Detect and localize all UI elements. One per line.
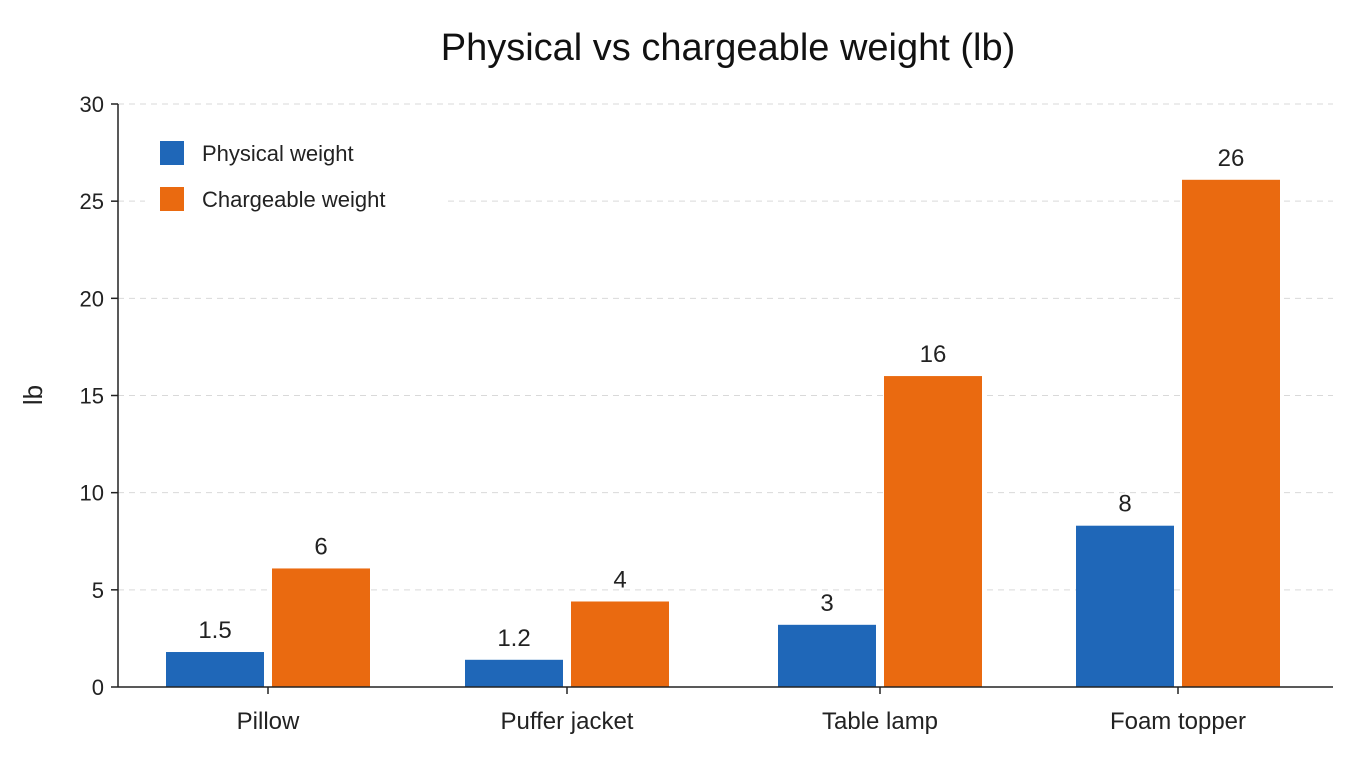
y-tick-label: 30: [80, 92, 104, 117]
bar-value-label: 4: [613, 566, 626, 593]
axes: 0 5 10 15 20 25 30 Pillow Puffer jacket Table lam…: [80, 92, 1333, 735]
y-tick-label: 20: [80, 286, 104, 311]
x-tick-label: Table lamp: [822, 708, 938, 735]
y-axis-label: lb: [18, 385, 48, 405]
bar-physical: [166, 652, 264, 687]
x-tick-label: Puffer jacket: [501, 708, 634, 735]
y-tick-label: 10: [80, 481, 104, 506]
legend-label: Chargeable weight: [202, 187, 385, 212]
bar-physical: [1076, 525, 1174, 687]
legend-swatch: [160, 187, 184, 211]
bar-chargeable: [272, 568, 370, 687]
bar-physical: [778, 624, 876, 687]
legend-background: [145, 122, 445, 222]
bar-value-label: 3: [820, 590, 833, 617]
chart-title: Physical vs chargeable weight (lb): [441, 27, 1016, 69]
bar-value-label: 1.2: [497, 625, 530, 652]
bar-chargeable: [571, 601, 669, 687]
legend-swatch: [160, 141, 184, 165]
bar-value-label: 26: [1218, 145, 1245, 172]
bar-chargeable: [1182, 179, 1280, 688]
legend: Physical weight Chargeable weight: [145, 122, 445, 222]
legend-label: Physical weight: [202, 141, 354, 166]
bar-value-label: 6: [314, 533, 327, 560]
y-tick-label: 15: [80, 384, 104, 409]
bar-value-label: 1.5: [198, 617, 231, 644]
bar-physical: [465, 659, 563, 687]
bar-value-label: 16: [920, 341, 947, 368]
x-tick-label: Pillow: [237, 708, 300, 735]
bar-chargeable: [884, 376, 982, 687]
bar-value-label: 8: [1118, 491, 1131, 518]
x-tick-label: Foam topper: [1110, 708, 1246, 735]
y-tick-label: 25: [80, 189, 104, 214]
data-labels: 1.5 6 1.2 4 3 16 8 26: [198, 145, 1244, 652]
y-tick-label: 5: [92, 578, 104, 603]
y-tick-label: 0: [92, 675, 104, 700]
bars: [166, 179, 1280, 688]
